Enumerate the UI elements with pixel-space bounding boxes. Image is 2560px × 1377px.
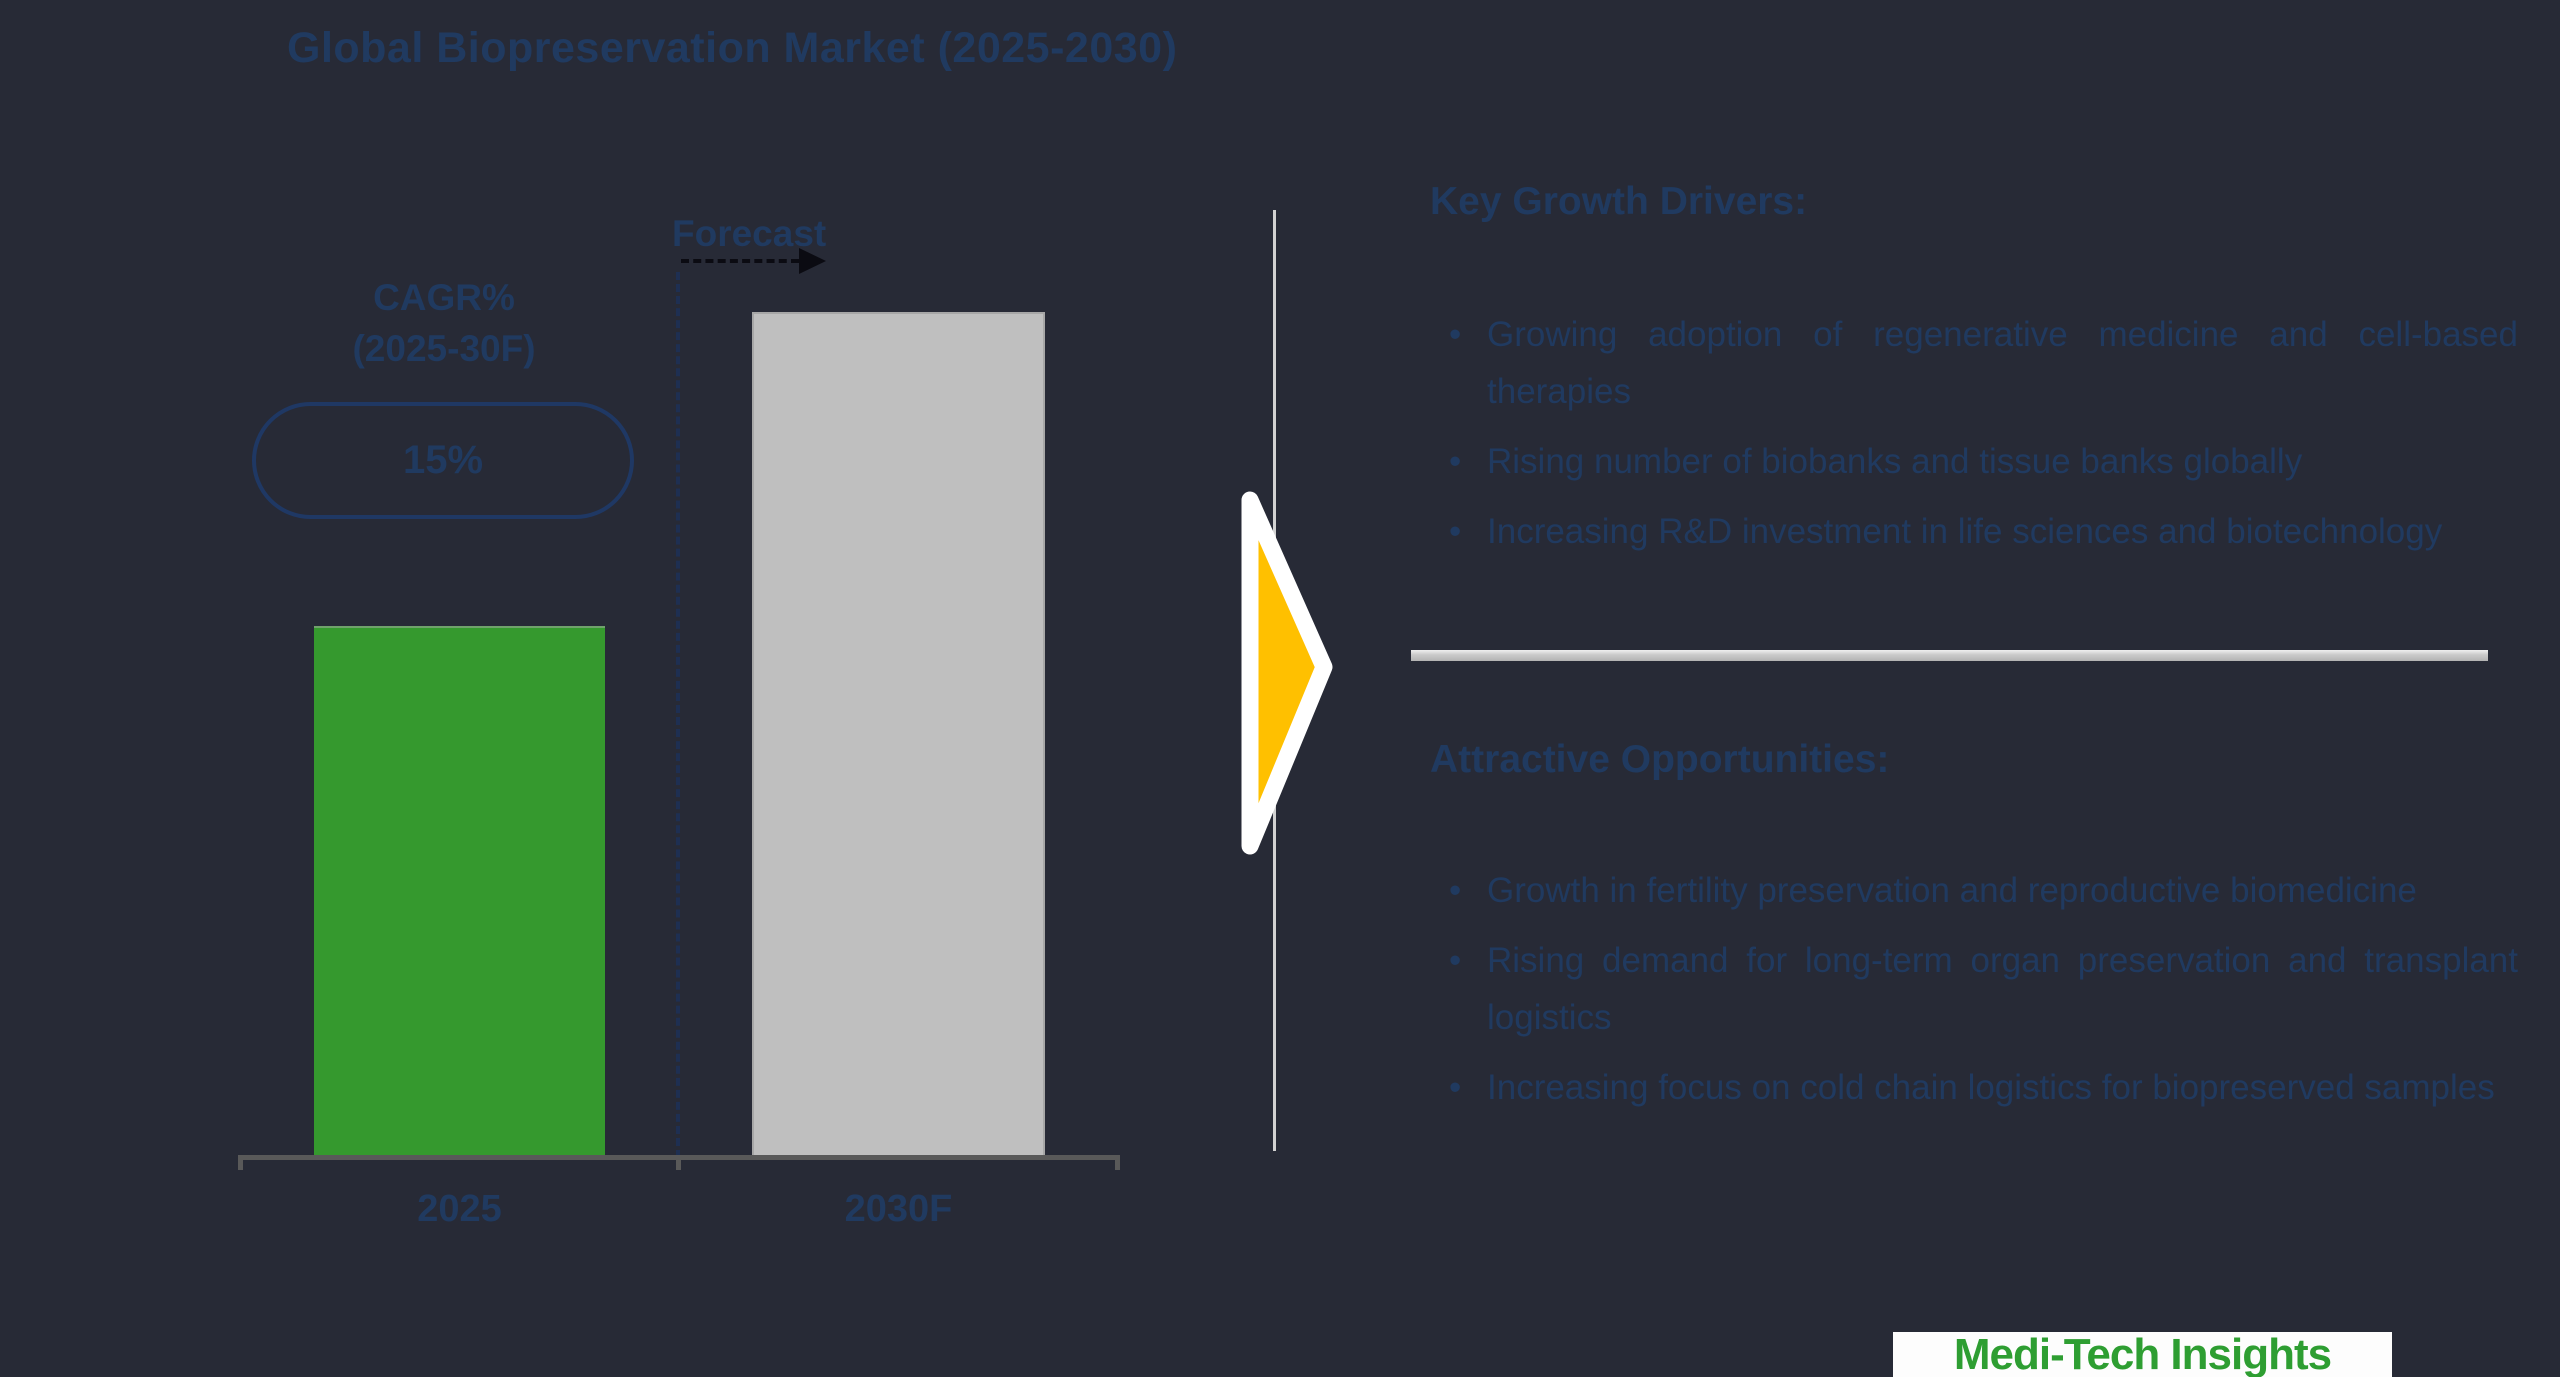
brand-logo: Medi-Tech Insights — [1893, 1332, 2392, 1377]
cagr-value: 15% — [402, 438, 484, 482]
section-divider — [1411, 650, 2488, 661]
cagr-pill: 15% — [252, 402, 634, 519]
bar-2025 — [314, 626, 605, 1158]
x-label-2025: 2025 — [417, 1188, 502, 1230]
list-item: Rising number of biobanks and tissue ban… — [1445, 433, 2518, 490]
list-item: Growth in fertility preservation and rep… — [1445, 862, 2518, 919]
arrowhead-right-icon — [799, 248, 826, 274]
cagr-label: CAGR% (2025-30F) — [248, 272, 640, 374]
brand-logo-text: Medi-Tech Insights — [1953, 1332, 2332, 1377]
forecast-label: Forecast — [672, 213, 827, 254]
flow-arrow-icon — [1241, 491, 1333, 855]
section-heading-growth-drivers: Key Growth Drivers: — [1430, 180, 1808, 223]
x-axis-tick — [238, 1155, 243, 1170]
list-item: Growing adoption of regenerative medicin… — [1445, 306, 2518, 420]
growth-drivers-list: Growing adoption of regenerative medicin… — [1445, 306, 2518, 573]
list-item: Rising demand for long-term organ preser… — [1445, 932, 2518, 1046]
chart-title: Global Biopreservation Market (2025-2030… — [287, 24, 1178, 72]
forecast-dashed-arrow-icon — [681, 248, 826, 274]
x-label-2030f: 2030F — [844, 1188, 953, 1230]
list-item: Increasing R&D investment in life scienc… — [1445, 503, 2518, 560]
opportunities-list: Growth in fertility preservation and rep… — [1445, 862, 2518, 1129]
cagr-label-line1: CAGR% — [373, 277, 515, 318]
x-axis — [238, 1155, 1120, 1171]
forecast-dashed-divider-line — [676, 272, 680, 1158]
cagr-label-line2: (2025-30F) — [352, 328, 536, 369]
bar-2030f — [752, 312, 1045, 1158]
x-axis-tick — [676, 1155, 681, 1170]
x-axis-tick — [1115, 1155, 1120, 1170]
list-item: Increasing focus on cold chain logistics… — [1445, 1059, 2518, 1116]
section-heading-opportunities: Attractive Opportunities: — [1430, 738, 1890, 781]
